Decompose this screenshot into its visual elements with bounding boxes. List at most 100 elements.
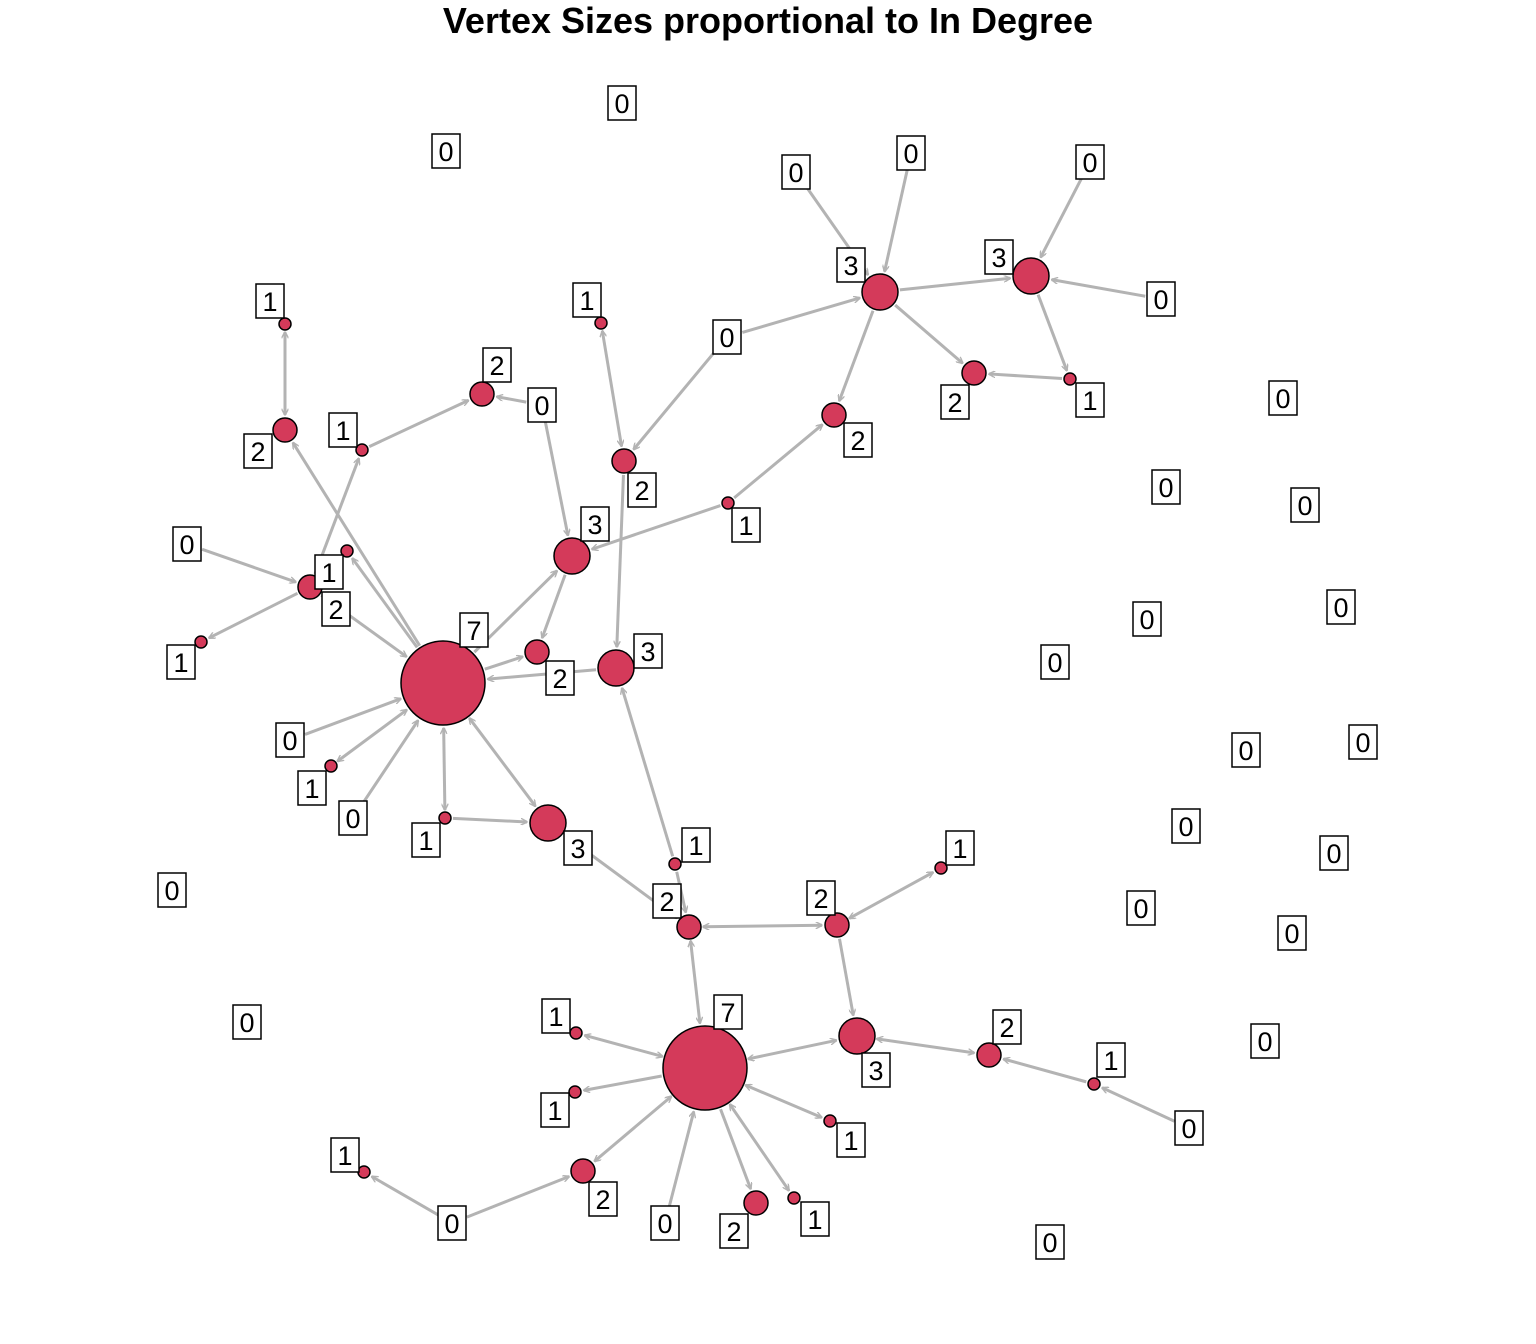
vertex-label-N3f: 3	[861, 1052, 891, 1088]
label-box	[157, 872, 187, 908]
vertex-label-N2a: 2	[843, 422, 873, 458]
vertex-N1n	[823, 1114, 837, 1128]
label-box	[1075, 144, 1105, 180]
vertex-label-N3e: 3	[563, 830, 593, 866]
edge-B-N1l	[585, 1035, 663, 1056]
label-text: 2	[813, 884, 828, 914]
label-box	[713, 994, 743, 1030]
vertex-label-N2g: 2	[545, 660, 575, 696]
label-text: 0	[1139, 605, 1154, 635]
label-box	[1348, 724, 1378, 760]
label-box	[572, 282, 602, 318]
edge-N0e-N3b	[1052, 280, 1146, 298]
edge-N1e-N2a	[733, 425, 822, 500]
vertex-label-N2f: 2	[321, 591, 351, 627]
vertex-label-N1b: 1	[1075, 382, 1105, 418]
edge-N2h-N2i	[703, 925, 822, 927]
edge-N0l-N1y	[372, 1175, 439, 1217]
edge-N1j-N3d	[622, 688, 675, 857]
label-text: 2	[999, 1013, 1014, 1043]
label-text: 3	[868, 1056, 883, 1086]
label-box	[243, 433, 273, 469]
edge-N1i-A	[444, 728, 445, 810]
edge-N3d-A	[488, 668, 597, 679]
vertex-N3b	[1012, 257, 1050, 295]
vertex-label-N0k: 0	[650, 1205, 680, 1241]
edge-N0d-N3b	[1039, 175, 1084, 257]
label-text: 1	[335, 416, 350, 446]
vertex-N2l	[743, 1190, 769, 1216]
edge-N2f-N1f	[209, 591, 299, 640]
label-box	[719, 1213, 749, 1249]
label-text: 0	[1133, 894, 1148, 924]
vertex-label-N2h: 2	[652, 883, 682, 919]
edge-N2b-N3d	[617, 474, 625, 647]
label-text: 0	[1178, 812, 1193, 842]
edge-N3a-N3b	[899, 278, 1010, 292]
label-text: 0	[1355, 728, 1370, 758]
vertex-label-N3b: 3	[984, 239, 1014, 275]
label-text: 0	[444, 1209, 459, 1239]
label-text: 0	[1042, 1228, 1057, 1258]
label-text: 2	[726, 1217, 741, 1247]
vertex-label-N2c: 2	[940, 384, 970, 420]
label-text: 0	[239, 1008, 254, 1038]
label-text: 0	[1284, 919, 1299, 949]
vertex-label-N0e: 0	[1146, 281, 1176, 317]
label-text: 0	[657, 1209, 672, 1239]
label-box	[431, 133, 461, 169]
label-box	[806, 880, 836, 916]
vertex-label-N0t: 0	[1040, 644, 1070, 680]
label-box	[1174, 1110, 1204, 1146]
vertex-label-N1g: 1	[314, 554, 344, 590]
label-text: 2	[595, 1185, 610, 1215]
edge-N2i-N1k	[849, 871, 933, 920]
edge-N0g-N2f	[201, 547, 296, 582]
label-box	[800, 1201, 830, 1237]
vertex-N2h	[676, 914, 702, 940]
vertex-label-N0o: 0	[1268, 380, 1298, 416]
edge-N0h-A	[304, 699, 401, 736]
edge-B-N1o	[730, 1104, 789, 1190]
label-text: 1	[1103, 1046, 1118, 1076]
edge-A-N1g	[352, 558, 419, 649]
label-text: 1	[688, 831, 703, 861]
edge-N1a-N2b	[602, 331, 621, 446]
label-box	[836, 1122, 866, 1158]
label-box	[1151, 469, 1181, 505]
label-text: 1	[418, 826, 433, 856]
vertex-N2a	[821, 402, 847, 428]
edge-A-N3e	[469, 718, 535, 806]
vertex-label-N2b: 2	[627, 472, 657, 508]
label-box	[1035, 1224, 1065, 1260]
edge-B-N1n	[746, 1085, 822, 1117]
vertex-label-N2d: 2	[243, 433, 273, 469]
vertex-label-N0m: 0	[607, 85, 637, 121]
vertex-N1m	[568, 1085, 582, 1099]
label-text: 0	[1158, 473, 1173, 503]
label-box	[580, 506, 610, 542]
vertex-N1y	[357, 1165, 371, 1179]
label-box	[321, 591, 351, 627]
label-text: 3	[991, 243, 1006, 273]
edge-N0l-N2k	[466, 1177, 569, 1219]
vertex-label-N1p: 1	[1096, 1042, 1126, 1078]
vertex-label-N1c: 1	[255, 283, 285, 319]
label-box	[1319, 835, 1349, 871]
label-box	[681, 827, 711, 863]
vertex-label-N1i: 1	[411, 822, 441, 858]
label-text: 7	[466, 616, 481, 646]
vertex-N1i	[438, 811, 452, 825]
label-box	[1268, 380, 1298, 416]
edge-A-N2g	[484, 657, 523, 671]
edge-B-N2l	[719, 1108, 751, 1189]
label-box	[166, 644, 196, 680]
label-box	[1075, 382, 1105, 418]
edge-N1p-N2j	[1003, 1059, 1087, 1084]
label-box	[297, 770, 327, 806]
label-text: 0	[438, 137, 453, 167]
edge-N0j-N1p	[1102, 1086, 1176, 1123]
vertex-label-N0r: 0	[1132, 601, 1162, 637]
label-box	[945, 830, 975, 866]
